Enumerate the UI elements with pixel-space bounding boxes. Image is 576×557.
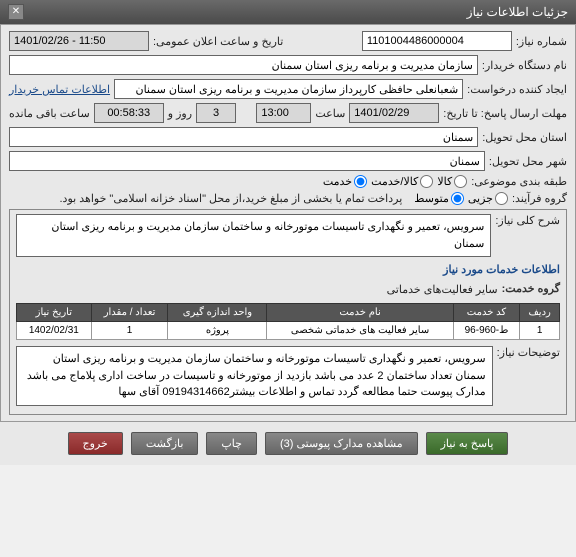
th-date: تاریخ نیاز <box>17 304 92 322</box>
th-row: ردیف <box>520 304 560 322</box>
deliver-city-label: شهر محل تحویل: <box>489 155 567 168</box>
creator-label: ایجاد کننده درخواست: <box>467 83 567 96</box>
remain-label: ساعت باقی مانده <box>9 107 90 120</box>
deliver-prov-label: استان محل تحویل: <box>482 131 567 144</box>
size-note: پرداخت تمام یا بخشی از مبلغ خرید،از محل … <box>60 192 403 205</box>
saat-label-1: ساعت <box>315 107 345 120</box>
notes-field[interactable]: سرویس، تعمیر و نگهداری تاسیسات موتورخانه… <box>16 346 493 406</box>
buyer-label: نام دستگاه خریدار: <box>482 59 567 72</box>
class-goods-radio[interactable]: کالا <box>437 175 467 188</box>
deadline-date <box>349 103 439 123</box>
back-button[interactable]: بازگشت <box>131 432 199 455</box>
docs-button[interactable]: مشاهده مدارک پیوستی (3) <box>265 432 418 455</box>
deliver-city-field[interactable] <box>9 151 485 171</box>
main-panel: شماره نیاز: تاریخ و ساعت اعلان عمومی: نا… <box>0 24 576 422</box>
reply-button[interactable]: پاسخ به نیاز <box>426 432 509 455</box>
deadline-label: مهلت ارسال پاسخ: تا تاریخ: <box>443 107 567 120</box>
exit-button[interactable]: خروج <box>68 432 123 455</box>
th-name: نام خدمت <box>267 304 453 322</box>
window-title: جزئیات اطلاعات نیاز <box>467 5 568 19</box>
th-qty: تعداد / مقدار <box>91 304 168 322</box>
svc-grp-label: گروه خدمت: <box>502 282 560 295</box>
buyer-field[interactable] <box>9 55 478 75</box>
desc-fieldset: شرح کلی نیاز: سرویس، تعمیر و نگهداری تاس… <box>9 209 567 415</box>
contact-link[interactable]: اطلاعات تماس خریدار <box>9 83 110 96</box>
desc-label: شرح کلی نیاز: <box>495 214 560 227</box>
size-label: گروه فرآیند: <box>512 192 567 205</box>
close-icon[interactable]: ✕ <box>8 4 24 20</box>
desc-field[interactable]: سرویس، تعمیر و نگهداری تاسیسات موتورخانه… <box>16 214 491 257</box>
services-table: ردیف کد خدمت نام خدمت واحد اندازه گیری ت… <box>16 303 560 340</box>
table-row[interactable]: 1 ط-960-96 سایر فعالیت های خدماتی شخصی پ… <box>17 322 560 340</box>
need-no-field[interactable] <box>362 31 512 51</box>
deliver-prov-field[interactable] <box>9 127 478 147</box>
print-button[interactable]: چاپ <box>206 432 257 455</box>
class-svc-radio[interactable]: خدمت <box>323 175 367 188</box>
announce-label: تاریخ و ساعت اعلان عمومی: <box>153 35 283 48</box>
services-header: اطلاعات خدمات مورد نیاز <box>16 263 560 276</box>
th-code: کد خدمت <box>453 304 520 322</box>
svc-grp-value: سایر فعالیت‌های خدماتی <box>387 283 498 296</box>
class-goods-svc-radio[interactable]: کالا/خدمت <box>371 175 433 188</box>
size-small-radio[interactable]: جزیی <box>468 192 508 205</box>
class-label: طبقه بندی موضوعی: <box>471 175 567 188</box>
button-bar: پاسخ به نیاز مشاهده مدارک پیوستی (3) چاپ… <box>0 422 576 465</box>
th-unit: واحد اندازه گیری <box>168 304 267 322</box>
title-bar: جزئیات اطلاعات نیاز ✕ <box>0 0 576 24</box>
creator-field[interactable] <box>114 79 463 99</box>
days-field <box>196 103 236 123</box>
remain-time <box>94 103 164 123</box>
need-no-label: شماره نیاز: <box>516 35 567 48</box>
announce-field <box>9 31 149 51</box>
notes-label: توضیحات نیاز: <box>497 346 560 359</box>
size-med-radio[interactable]: متوسط <box>414 192 464 205</box>
deadline-time <box>256 103 311 123</box>
days-label: روز و <box>168 107 192 120</box>
